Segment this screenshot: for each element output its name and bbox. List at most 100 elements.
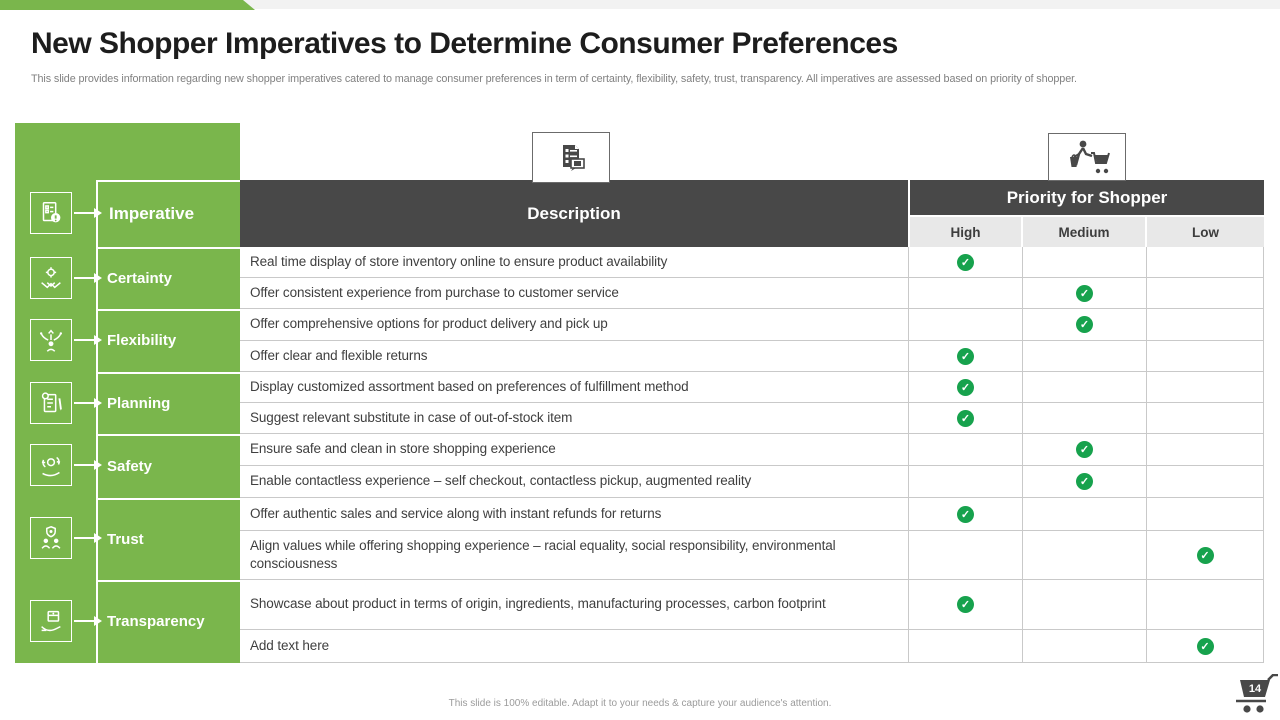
partnership-gear-icon: [30, 257, 72, 299]
column-header-description: Description: [240, 180, 908, 247]
table-row: Offer clear and flexible returns ✓: [240, 341, 1264, 372]
connector-arrow: [74, 398, 102, 408]
priority-cell-medium: [1022, 531, 1146, 580]
table-row: Ensure safe and clean in store shopping …: [240, 434, 1264, 466]
team-shield-icon: [30, 517, 72, 559]
description-cell: Real time display of store inventory onl…: [240, 247, 908, 278]
group-separator: [97, 309, 240, 311]
table-body: Real time display of store inventory onl…: [240, 247, 1264, 663]
panel-divider: [96, 180, 98, 663]
footer-note: This slide is 100% editable. Adapt it to…: [448, 698, 832, 709]
priority-cell-high: [908, 630, 1022, 663]
page-number: 14: [1249, 683, 1262, 695]
priority-cell-medium: [1022, 372, 1146, 403]
priority-cell-medium: [1022, 403, 1146, 434]
table-row: Offer authentic sales and service along …: [240, 498, 1264, 531]
priority-cell-medium: ✓: [1022, 309, 1146, 341]
description-cell: Suggest relevant substitute in case of o…: [240, 403, 908, 434]
group-separator: [97, 580, 240, 582]
description-cell: Showcase about product in terms of origi…: [240, 580, 908, 630]
imperative-safety: Safety: [107, 457, 153, 475]
connector-arrow: [74, 335, 102, 345]
priority-cell-high: [908, 434, 1022, 466]
column-header-priority: Priority for Shopper: [910, 180, 1264, 215]
shopping-cart-icon: 14: [1230, 673, 1280, 716]
check-icon: ✓: [957, 347, 974, 365]
page-subtitle: This slide provides information regardin…: [31, 73, 1077, 85]
priority-cell-medium: [1022, 498, 1146, 531]
connector-arrow: [74, 616, 102, 626]
description-cell: Ensure safe and clean in store shopping …: [240, 434, 908, 466]
table-row: Offer consistent experience from purchas…: [240, 278, 1264, 309]
table-row: Align values while offering shopping exp…: [240, 531, 1264, 580]
priority-cell-medium: ✓: [1022, 434, 1146, 466]
priority-cell-low: [1146, 434, 1264, 466]
page-title: New Shopper Imperatives to Determine Con…: [31, 27, 898, 60]
column-header-high: High: [910, 217, 1021, 247]
priority-cell-low: ✓: [1146, 630, 1264, 663]
priority-cell-high: ✓: [908, 580, 1022, 630]
imperative-trust: Trust: [107, 530, 144, 548]
priority-cell-medium: [1022, 630, 1146, 663]
priority-cell-low: [1146, 466, 1264, 498]
column-header-imperative: Imperative: [109, 203, 195, 223]
table-row: Suggest relevant substitute in case of o…: [240, 403, 1264, 434]
connector-arrow: [74, 208, 102, 218]
description-cell: Offer clear and flexible returns: [240, 341, 908, 372]
description-cell: Offer authentic sales and service along …: [240, 498, 908, 531]
priority-cell-low: [1146, 309, 1264, 341]
priority-cell-high: [908, 466, 1022, 498]
priority-cell-medium: [1022, 247, 1146, 278]
table-row: Showcase about product in terms of origi…: [240, 580, 1264, 630]
priority-cell-high: ✓: [908, 247, 1022, 278]
imperative-panel: [15, 123, 240, 663]
check-icon: ✓: [957, 378, 974, 396]
shopper-with-cart-icon: [1048, 133, 1126, 181]
priority-cell-low: [1146, 403, 1264, 434]
top-bar-accent: [0, 0, 255, 10]
table-row: Offer comprehensive options for product …: [240, 309, 1264, 341]
connector-arrow: [74, 533, 102, 543]
planning-document-icon: [30, 382, 72, 424]
description-cell: Display customized assortment based on p…: [240, 372, 908, 403]
table-row: Real time display of store inventory onl…: [240, 247, 1264, 278]
check-icon: ✓: [1076, 284, 1093, 302]
connector-arrow: [74, 273, 102, 283]
check-icon: ✓: [1196, 546, 1214, 564]
column-header-low: Low: [1147, 217, 1264, 247]
priority-cell-low: [1146, 580, 1264, 630]
report-alert-icon: [30, 192, 72, 234]
priority-cell-high: [908, 309, 1022, 341]
imperative-flexibility: Flexibility: [107, 332, 177, 349]
group-separator: [97, 372, 240, 374]
priority-cell-medium: ✓: [1022, 278, 1146, 309]
group-separator: [97, 180, 240, 182]
priority-cell-low: [1146, 372, 1264, 403]
priority-cell-medium: [1022, 580, 1146, 630]
group-separator: [97, 434, 240, 436]
priority-cell-high: [908, 278, 1022, 309]
priority-cell-high: [908, 531, 1022, 580]
check-icon: ✓: [1076, 473, 1093, 490]
priority-cell-medium: [1022, 341, 1146, 372]
check-icon: ✓: [957, 253, 974, 271]
group-separator: [97, 498, 240, 500]
description-cell: Enable contactless experience – self che…: [240, 466, 908, 498]
checklist-chat-icon: [532, 132, 610, 183]
priority-cell-high: ✓: [908, 341, 1022, 372]
priority-cell-high: ✓: [908, 372, 1022, 403]
check-icon: ✓: [1076, 316, 1093, 333]
check-icon: ✓: [957, 596, 974, 613]
description-cell: Align values while offering shopping exp…: [240, 531, 908, 580]
priority-cell-high: ✓: [908, 498, 1022, 531]
hand-product-icon: [30, 600, 72, 642]
priority-cell-medium: ✓: [1022, 466, 1146, 498]
column-header-medium: Medium: [1023, 217, 1145, 247]
priority-cell-low: [1146, 278, 1264, 309]
check-icon: ✓: [1196, 637, 1214, 655]
person-choices-icon: [30, 319, 72, 361]
priority-cell-low: [1146, 247, 1264, 278]
table-row: Enable contactless experience – self che…: [240, 466, 1264, 498]
imperative-certainty: Certainty: [107, 269, 173, 287]
